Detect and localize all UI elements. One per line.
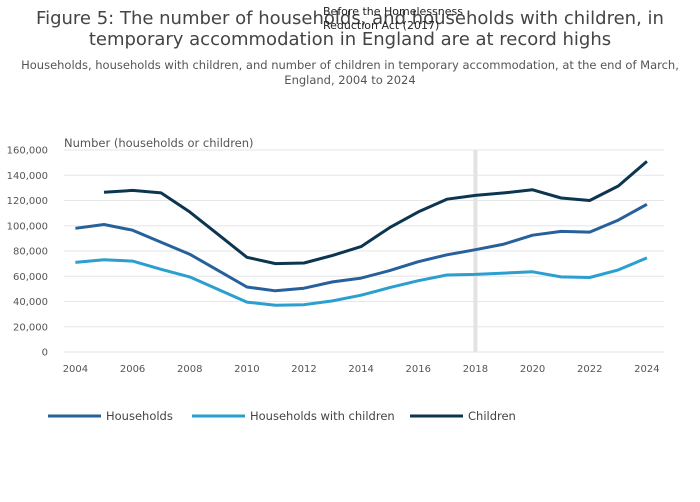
x-tick-label: 2010 [234,364,259,375]
x-tick-label: 2020 [520,364,545,375]
x-tick-label: 2012 [291,364,316,375]
y-tick-label: 100,000 [7,221,48,232]
series-line-households-with-children [75,256,648,307]
x-tick-label: 2008 [177,364,202,375]
annotation-line-1: Before the Homelessness [323,5,463,18]
series-line-households [75,202,648,293]
y-tick-label: 0 [42,348,48,359]
x-tick-label: 2022 [577,364,602,375]
x-tick-label: 2004 [63,364,88,375]
gridlines [64,149,664,353]
y-tick-label: 60,000 [13,272,48,283]
y-tick-label: 40,000 [13,297,48,308]
chart-title-line-2: temporary accommodation in England are a… [89,29,611,50]
plot-area [75,160,648,307]
legend: Households Households with children Childr… [48,409,516,423]
series-line-children [103,160,648,266]
x-tick-label: 2016 [406,364,431,375]
y-tick-label: 20,000 [13,322,48,333]
chart-subtitle-line-2: England, 2004 to 2024 [284,73,415,87]
y-tick-label: 120,000 [7,196,48,207]
legend-label-households: Households [106,409,173,423]
x-axis: 2004 2006 2008 2010 2012 2014 2016 2018 2020 2022… [63,364,660,375]
x-tick-label: 2024 [634,364,659,375]
chart-subtitle-line-1: Households, households with children, an… [21,58,679,72]
y-tick-label: 140,000 [7,171,48,182]
y-tick-label: 80,000 [13,247,48,258]
legend-label-children: Children [468,409,516,423]
chart-title-line-1: Figure 5: The number of households, and … [36,8,664,29]
x-tick-label: 2018 [463,364,488,375]
x-tick-label: 2006 [120,364,145,375]
y-tick-label: 160,000 [7,146,48,157]
annotation-line-2: Reduction Act (2017) [323,19,439,32]
y-axis: 0 20,000 40,000 60,000 80,000 100,000 120,000 1… [7,146,48,359]
x-tick-label: 2014 [348,364,373,375]
y-axis-label: Number (households or children) [64,136,254,150]
legend-label-households-with-children: Households with children [250,409,395,423]
